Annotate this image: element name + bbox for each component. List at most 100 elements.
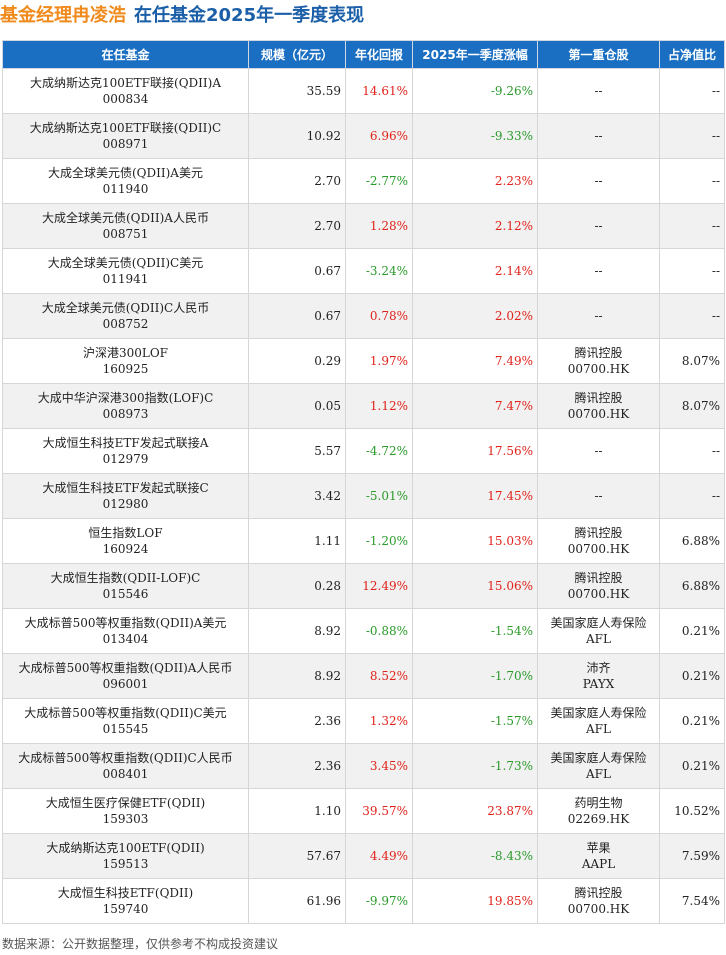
- table-body: 大成纳斯达克100ETF联接(QDII)A 000834 35.59 14.61% -9…: [2, 68, 725, 924]
- annual-return: 4.49%: [369, 849, 408, 863]
- annual-return: 1.12%: [369, 399, 408, 413]
- fund-name: 大成标普500等权重指数(QDII)A美元: [24, 616, 227, 630]
- fund-scale: 57.67: [306, 849, 341, 863]
- fund-name-cell: 大成全球美元债(QDII)A人民币 008751: [2, 203, 249, 249]
- fund-code: 015545: [102, 722, 149, 736]
- q1-change: 15.06%: [487, 579, 533, 593]
- nav-ratio-cell: 6.88%: [659, 518, 725, 564]
- title-manager: 基金经理冉凌浩: [0, 5, 126, 26]
- q1-change-cell: 17.56%: [412, 428, 538, 474]
- fund-code: 000834: [102, 92, 149, 106]
- fund-code: 008752: [102, 317, 149, 331]
- table-header-row: 在任基金 规模（亿元） 年化回报 2025年一季度涨幅 第一重仓股 占净值比: [2, 40, 725, 69]
- scale-cell: 2.36: [248, 743, 346, 789]
- q1-change-cell: -1.73%: [412, 743, 538, 789]
- nav-ratio-cell: 7.59%: [659, 833, 725, 879]
- fund-code: 008751: [102, 227, 149, 241]
- nav-ratio-cell: --: [659, 158, 725, 204]
- fund-table: 在任基金 规模（亿元） 年化回报 2025年一季度涨幅 第一重仓股 占净值比 大…: [2, 40, 725, 924]
- data-source-note: 数据来源：公开数据整理，仅供参考不构成投资建议: [2, 937, 279, 951]
- q1-change: -1.57%: [490, 714, 533, 728]
- scale-cell: 0.28: [248, 563, 346, 609]
- title-subtitle: 在任基金2025年一季度表现: [134, 5, 365, 26]
- table-row: 大成纳斯达克100ETF联接(QDII)A 000834 35.59 14.61% -9…: [2, 68, 725, 114]
- fund-scale: 1.10: [314, 804, 341, 818]
- nav-ratio-cell: 10.52%: [659, 788, 725, 834]
- fund-code: 160925: [102, 362, 149, 376]
- q1-change-cell: 2.02%: [412, 293, 538, 339]
- annual-return: 12.49%: [362, 579, 408, 593]
- top-holding-ticker: 00700.HK: [567, 407, 630, 421]
- scale-cell: 2.70: [248, 158, 346, 204]
- fund-scale: 0.05: [314, 399, 341, 413]
- top-holding-cell: 美国家庭人寿保险 AFL: [537, 608, 660, 654]
- fund-scale: 2.70: [314, 219, 341, 233]
- q1-change-cell: -1.70%: [412, 653, 538, 699]
- fund-name: 大成纳斯达克100ETF联接(QDII)A: [30, 76, 221, 90]
- annual-return-cell: 3.45%: [345, 743, 413, 789]
- fund-code: 015546: [102, 587, 149, 601]
- top-holding-name: 腾讯控股: [574, 346, 623, 360]
- fund-name: 大成标普500等权重指数(QDII)C美元: [24, 706, 227, 720]
- fund-code: 096001: [102, 677, 149, 691]
- nav-ratio: 10.52%: [674, 804, 720, 818]
- fund-code: 008401: [102, 767, 149, 781]
- fund-scale: 0.67: [314, 309, 341, 323]
- header-q1-change: 2025年一季度涨幅: [412, 40, 538, 69]
- top-holding-cell: 美国家庭人寿保险 AFL: [537, 743, 660, 789]
- top-holding-cell: --: [537, 113, 660, 159]
- q1-change-cell: 7.49%: [412, 338, 538, 384]
- annual-return: -9.97%: [365, 894, 408, 908]
- fund-scale: 0.67: [314, 264, 341, 278]
- header-scale: 规模（亿元）: [248, 40, 346, 69]
- top-holding-cell: 腾讯控股 00700.HK: [537, 563, 660, 609]
- nav-ratio-cell: --: [659, 248, 725, 294]
- scale-cell: 10.92: [248, 113, 346, 159]
- table-row: 大成标普500等权重指数(QDII)A美元 013404 8.92 -0.88% -1.…: [2, 608, 725, 654]
- fund-scale: 8.92: [314, 624, 341, 638]
- nav-ratio-cell: 0.21%: [659, 698, 725, 744]
- top-holding-cell: 腾讯控股 00700.HK: [537, 518, 660, 564]
- fund-name: 大成纳斯达克100ETF(QDII): [46, 841, 205, 855]
- fund-scale: 2.36: [314, 714, 341, 728]
- q1-change: 2.12%: [494, 219, 533, 233]
- q1-change: -9.33%: [490, 129, 533, 143]
- nav-ratio: --: [711, 444, 720, 458]
- annual-return: 8.52%: [369, 669, 408, 683]
- table-row: 大成标普500等权重指数(QDII)C美元 015545 2.36 1.32% -1.5…: [2, 698, 725, 744]
- fund-name-cell: 大成恒生科技ETF发起式联接A 012979: [2, 428, 249, 474]
- annual-return-cell: -5.01%: [345, 473, 413, 519]
- annual-return-cell: 4.49%: [345, 833, 413, 879]
- top-holding-ticker: 00700.HK: [567, 902, 630, 916]
- nav-ratio-cell: 0.21%: [659, 653, 725, 699]
- fund-scale: 5.57: [314, 444, 341, 458]
- header-annual-return: 年化回报: [345, 40, 413, 69]
- fund-scale: 1.11: [314, 534, 341, 548]
- top-holding-cell: 沛齐 PAYX: [537, 653, 660, 699]
- top-holding-cell: 苹果 AAPL: [537, 833, 660, 879]
- nav-ratio: --: [711, 129, 720, 143]
- annual-return-cell: -3.24%: [345, 248, 413, 294]
- nav-ratio: --: [711, 309, 720, 323]
- scale-cell: 8.92: [248, 653, 346, 699]
- scale-cell: 8.92: [248, 608, 346, 654]
- top-holding-ticker: 00700.HK: [567, 542, 630, 556]
- annual-return-cell: 8.52%: [345, 653, 413, 699]
- top-holding-cell: 腾讯控股 00700.HK: [537, 383, 660, 429]
- nav-ratio: --: [711, 219, 720, 233]
- fund-name: 沪深港300LOF: [82, 346, 169, 360]
- nav-ratio-cell: 0.21%: [659, 743, 725, 789]
- nav-ratio-cell: 6.88%: [659, 563, 725, 609]
- top-holding-name: --: [594, 489, 603, 503]
- q1-change: -9.26%: [490, 84, 533, 98]
- table-row: 大成纳斯达克100ETF联接(QDII)C 008971 10.92 6.96% -9.…: [2, 113, 725, 159]
- fund-code: 012979: [102, 452, 149, 466]
- fund-name-cell: 大成恒生科技ETF发起式联接C 012980: [2, 473, 249, 519]
- annual-return: -4.72%: [365, 444, 408, 458]
- fund-scale: 61.96: [306, 894, 341, 908]
- fund-scale: 2.36: [314, 759, 341, 773]
- annual-return-cell: 1.32%: [345, 698, 413, 744]
- annual-return-cell: 14.61%: [345, 68, 413, 114]
- table-row: 大成恒生科技ETF发起式联接A 012979 5.57 -4.72% 17.56% -- -…: [2, 428, 725, 474]
- nav-ratio: --: [711, 84, 720, 98]
